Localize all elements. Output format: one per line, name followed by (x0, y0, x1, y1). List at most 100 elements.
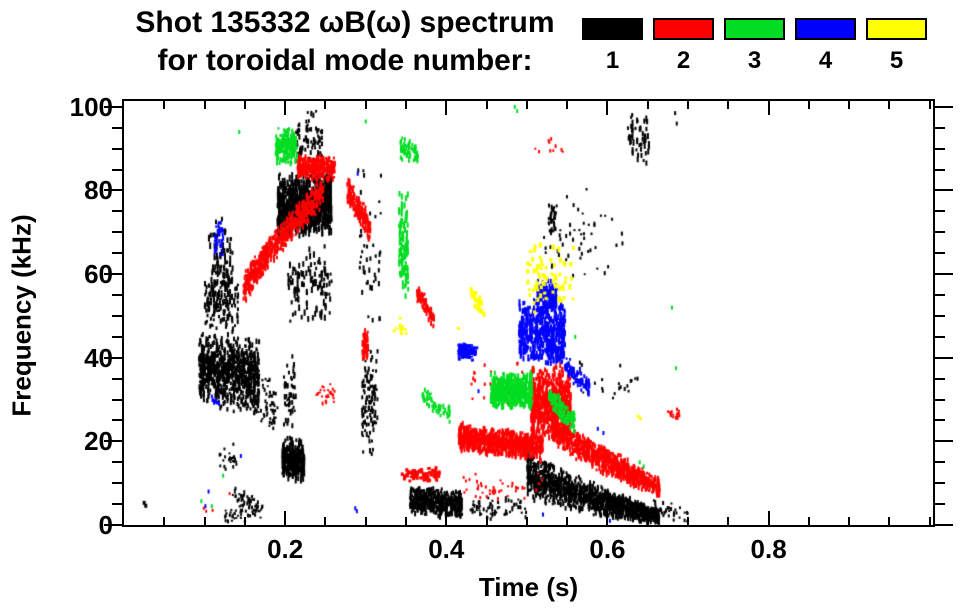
tick-mark (935, 126, 945, 129)
x-tick-label-0.6: 0.6 (589, 534, 626, 564)
tick-mark (566, 101, 569, 109)
tick-mark (525, 101, 528, 109)
tick-mark (112, 252, 122, 255)
y-tick-label-40: 40 (84, 342, 113, 373)
tick-mark (485, 101, 488, 109)
tick-mark (405, 517, 408, 525)
tick-mark (243, 517, 246, 525)
legend-item-mode-5: 5 (866, 18, 927, 73)
tick-mark (112, 377, 122, 380)
tick-mark (112, 314, 122, 317)
tick-mark (606, 511, 609, 525)
tick-mark (935, 356, 953, 359)
tick-mark (104, 356, 122, 359)
tick-mark (687, 101, 690, 109)
tick-mark (807, 517, 810, 525)
tick-mark (848, 101, 851, 109)
tick-mark (104, 105, 122, 108)
tick-mark (405, 101, 408, 109)
y-axis-label: Frequency (kHz) (6, 214, 37, 417)
tick-mark (935, 189, 953, 192)
tick-mark (112, 503, 122, 506)
tick-mark (848, 517, 851, 525)
tick-mark (928, 101, 931, 109)
tick-mark (935, 210, 945, 213)
tick-mark (525, 517, 528, 525)
tick-mark (364, 101, 367, 109)
tick-mark (112, 482, 122, 485)
tick-mark (112, 398, 122, 401)
tick-mark (445, 101, 448, 115)
tick-mark (203, 101, 206, 109)
tick-mark (935, 294, 945, 297)
tick-mark (606, 101, 609, 115)
tick-mark (112, 294, 122, 297)
tick-mark (935, 314, 945, 317)
y-tick-label-60: 60 (84, 259, 113, 290)
legend-item-mode-4: 4 (795, 18, 856, 73)
legend-swatch-mode-5 (866, 18, 927, 40)
legend-label-mode-4: 4 (818, 47, 833, 74)
tick-mark (935, 482, 945, 485)
legend-swatch-mode-1 (582, 18, 643, 40)
legend-label-mode-1: 1 (605, 47, 620, 74)
tick-mark (112, 210, 122, 213)
tick-mark (112, 168, 122, 171)
legend-label-mode-2: 2 (676, 47, 691, 74)
tick-mark (485, 517, 488, 525)
tick-mark (935, 335, 945, 338)
legend-item-mode-2: 2 (653, 18, 714, 73)
tick-mark (727, 517, 730, 525)
tick-mark (888, 101, 891, 109)
tick-mark (935, 147, 945, 150)
tick-mark (104, 189, 122, 192)
tick-mark (104, 440, 122, 443)
tick-mark (888, 517, 891, 525)
tick-mark (646, 101, 649, 109)
tick-mark (807, 101, 810, 109)
tick-mark (935, 231, 945, 234)
tick-mark (324, 101, 327, 109)
tick-mark (112, 461, 122, 464)
legend-item-mode-3: 3 (724, 18, 785, 73)
tick-mark (935, 377, 945, 380)
x-tick-label-0.2: 0.2 (267, 534, 304, 564)
tick-mark (935, 524, 953, 526)
tick-mark (935, 503, 945, 506)
y-tick-label-100: 100 (69, 91, 113, 122)
tick-mark (445, 511, 448, 525)
tick-mark (566, 517, 569, 525)
tick-mark (727, 101, 730, 109)
legend-label-mode-3: 3 (747, 47, 762, 74)
tick-mark (243, 101, 246, 109)
legend-label-mode-5: 5 (889, 47, 904, 74)
tick-mark (163, 101, 166, 109)
tick-mark (112, 335, 122, 338)
tick-mark (324, 517, 327, 525)
y-tick-label-20: 20 (84, 426, 113, 457)
x-axis-label: Time (s) (478, 572, 579, 602)
tick-mark (646, 517, 649, 525)
legend-item-mode-1: 1 (582, 18, 643, 73)
tick-mark (935, 105, 953, 108)
tick-mark (687, 517, 690, 525)
x-tick-label-0.8: 0.8 (750, 534, 787, 564)
tick-mark (767, 101, 770, 115)
legend-swatch-mode-3 (724, 18, 785, 40)
tick-mark (935, 273, 953, 276)
tick-mark (284, 511, 287, 525)
tick-mark (935, 168, 945, 171)
tick-mark (935, 419, 945, 422)
tick-mark (104, 524, 122, 526)
tick-mark (935, 461, 945, 464)
tick-mark (364, 517, 367, 525)
x-tick-label-0.4: 0.4 (428, 534, 465, 564)
legend-swatch-mode-2 (653, 18, 714, 40)
tick-mark (767, 511, 770, 525)
tick-mark (928, 517, 931, 525)
tick-mark (112, 147, 122, 150)
legend-swatch-mode-4 (795, 18, 856, 40)
tick-mark (203, 517, 206, 525)
y-tick-label-80: 80 (84, 175, 113, 206)
